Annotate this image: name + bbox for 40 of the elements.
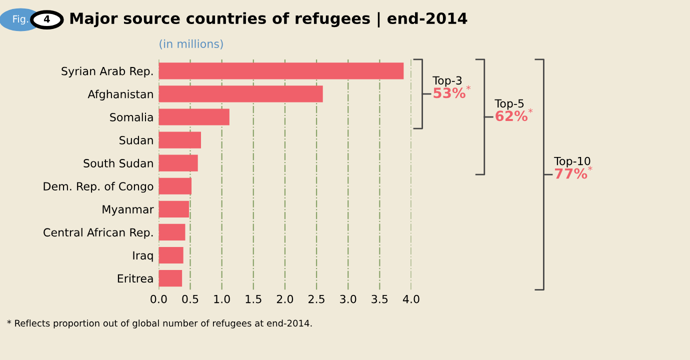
bar [158,132,201,148]
text: 4 [44,15,50,22]
y-tick-label: Central African Rep. [44,228,153,239]
x-tick-label: 1.0 [214,294,230,304]
bar [158,246,184,264]
x-tick-label: 1.5 [246,295,262,304]
bar [158,108,230,126]
y-tick-label: Sudan [120,136,153,144]
x-tick-label: 4.0 [402,294,420,304]
bar [158,224,186,240]
y-tick-label: Eritrea [118,274,153,283]
bar [158,154,198,172]
x-axis-title: (in millions) [160,39,223,50]
bar [158,62,404,80]
x-tick-label: 3.5 [372,294,388,304]
x-tick-label: 0.5 [182,294,198,304]
x-tick-label: 3.0 [340,294,356,304]
y-tick-label: Afghanistan [88,90,153,100]
bar [158,200,190,218]
y-tick-label: Iraq [133,251,153,262]
bar [158,270,182,287]
chart-title: Major source countries of refugees | end-2014 [70,12,468,28]
y-tick-label: Myanmar [102,205,154,216]
text: Top-10 [554,156,590,168]
y-tick-label: South Sudan [84,158,153,168]
bar [158,86,323,102]
y-tick-label: Syrian Arab Rep. [62,66,153,78]
text: Top-5 [494,99,524,110]
text: * Reflects proportion out of global number of refugees at end-2014. [7,320,312,328]
bar [158,178,192,194]
text: Top-3 [432,76,462,87]
text: 53%$^{*}$ [434,85,471,98]
text: Fig. [13,15,28,25]
x-tick-label: 2.0 [276,294,294,304]
text: 77%$^{*}$ [555,166,592,179]
y-tick-label: Somalia [110,112,153,122]
x-tick-label: 0.0 [150,294,167,304]
y-tick-label: Dem. Rep. of Congo [44,182,154,193]
x-tick-label: 2.5 [308,294,324,304]
text: 62%$^{*}$ [496,108,533,122]
